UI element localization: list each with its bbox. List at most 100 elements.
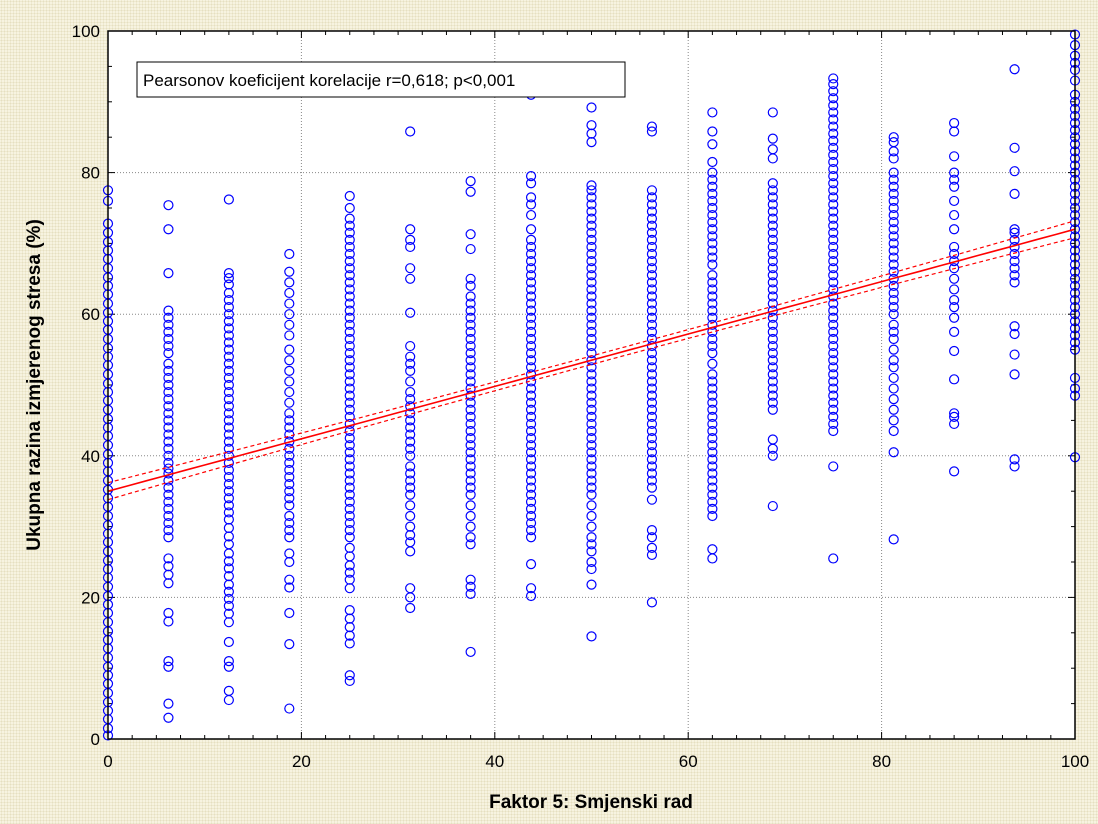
- scatter-point: [525, 532, 537, 543]
- scatter-point: [767, 291, 778, 302]
- scatter-point: [163, 450, 174, 461]
- scatter-point: [284, 266, 295, 277]
- scatter-point: [646, 383, 658, 394]
- scatter-point: [525, 209, 537, 221]
- scatter-point: [707, 383, 718, 394]
- scatter-point: [888, 181, 899, 192]
- scatter-point: [828, 305, 839, 316]
- scatter-point: [828, 107, 839, 118]
- scatter-point: [646, 291, 658, 302]
- scatter-point: [707, 238, 718, 249]
- scatter-point: [707, 369, 718, 380]
- y-tick-label: 100: [72, 22, 100, 41]
- scatter-point: [828, 149, 839, 160]
- scatter-point: [344, 227, 355, 238]
- scatter-point: [646, 494, 658, 505]
- scatter-point: [586, 213, 597, 224]
- scatter-point: [525, 489, 537, 500]
- scatter-point: [284, 277, 295, 288]
- y-tick-label: 20: [81, 588, 100, 607]
- scatter-point: [707, 181, 718, 192]
- scatter-point: [344, 454, 355, 465]
- scatter-point: [344, 305, 355, 316]
- ci-upper-line: [107, 220, 1076, 484]
- scatter-point: [223, 636, 234, 648]
- scatter-point: [646, 397, 658, 408]
- scatter-point: [284, 457, 295, 468]
- scatter-point: [465, 280, 476, 291]
- scatter-point: [344, 411, 355, 422]
- scatter-point: [707, 139, 718, 150]
- scatter-point: [586, 447, 597, 458]
- scatter-point: [888, 252, 899, 263]
- y-tick-label: 0: [91, 730, 100, 749]
- scatter-point: [767, 270, 778, 281]
- scatter-point: [284, 386, 295, 398]
- scatter-point: [586, 563, 597, 575]
- scatter-point: [888, 280, 899, 291]
- scatter-point: [707, 440, 718, 451]
- scatter-point: [163, 525, 174, 536]
- scatter-point: [223, 272, 234, 284]
- scatter-point: [828, 376, 839, 387]
- scatter-point: [284, 298, 295, 309]
- scatter-point: [465, 175, 476, 187]
- scatter-point: [767, 369, 778, 380]
- scatter-point: [163, 312, 174, 323]
- scatter-point: [646, 425, 658, 437]
- scatter-point: [344, 517, 355, 529]
- scatter-point: [284, 517, 295, 529]
- scatter-point: [163, 607, 174, 619]
- scatter-point: [828, 114, 839, 125]
- scatter-point: [646, 213, 658, 224]
- scatter-point: [949, 302, 960, 313]
- scatter-point: [949, 241, 960, 253]
- scatter-point: [344, 348, 355, 359]
- scatter-point: [828, 340, 839, 352]
- scatter-point: [344, 525, 355, 536]
- scatter-point: [707, 174, 718, 185]
- scatter-point: [465, 229, 476, 240]
- scatter-point: [646, 418, 658, 430]
- scatter-point: [828, 206, 839, 217]
- scatter-point: [525, 234, 537, 245]
- scatter-point: [828, 185, 839, 196]
- scatter-point: [1009, 263, 1020, 274]
- scatter-point: [223, 365, 234, 376]
- scatter-point: [163, 408, 174, 419]
- scatter-point: [707, 252, 718, 263]
- scatter-point: [344, 468, 355, 479]
- scatter-point: [767, 312, 778, 323]
- scatter-point: [284, 486, 295, 497]
- scatter-point: [465, 425, 476, 437]
- scatter-point: [525, 199, 537, 210]
- grid: [108, 31, 1075, 739]
- scatter-point: [284, 703, 295, 714]
- scatter-point: [828, 319, 839, 330]
- scatter-point: [465, 500, 476, 511]
- scatter-point: [344, 440, 355, 451]
- scatter-point: [344, 312, 355, 323]
- scatter-point: [525, 411, 537, 422]
- scatter-point: [465, 319, 476, 330]
- scatter-point: [828, 93, 839, 104]
- scatter-point: [465, 440, 476, 451]
- scatter-point: [949, 209, 960, 221]
- scatter-point: [586, 241, 597, 253]
- scatter-point: [405, 365, 416, 376]
- scatter-point: [949, 374, 960, 385]
- scatter-point: [767, 340, 778, 352]
- scatter-point: [767, 133, 778, 144]
- scatter-point: [344, 376, 355, 387]
- scatter-point: [646, 277, 658, 288]
- scatter-point: [284, 500, 295, 511]
- scatter-point: [586, 579, 597, 590]
- scatter-point: [586, 277, 597, 288]
- scatter-point: [888, 362, 899, 373]
- scatter-point: [707, 277, 718, 288]
- scatter-point: [344, 202, 355, 214]
- scatter-point: [707, 496, 718, 507]
- scatter-point: [223, 358, 234, 369]
- scatter-point: [828, 78, 839, 90]
- scatter-point: [888, 195, 899, 207]
